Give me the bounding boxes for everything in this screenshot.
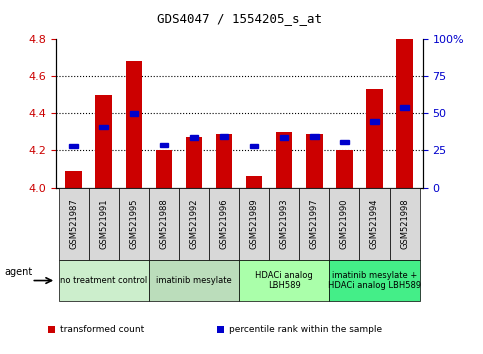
Text: GSM521995: GSM521995	[129, 199, 138, 249]
Bar	[185, 137, 202, 188]
Text: GSM521996: GSM521996	[220, 199, 228, 249]
Text: GSM521994: GSM521994	[370, 199, 379, 249]
Bar	[220, 134, 228, 139]
Text: GSM521991: GSM521991	[99, 199, 108, 249]
Text: GSM521997: GSM521997	[310, 199, 319, 249]
Bar	[366, 89, 383, 188]
Bar	[190, 135, 198, 140]
Text: imatinib mesylate: imatinib mesylate	[156, 276, 232, 285]
Text: GSM521987: GSM521987	[69, 199, 78, 249]
Bar	[400, 105, 409, 110]
Text: GSM521990: GSM521990	[340, 199, 349, 249]
Bar	[340, 140, 349, 144]
Text: GSM521993: GSM521993	[280, 199, 289, 249]
Bar	[99, 125, 108, 130]
Bar	[310, 134, 318, 139]
Bar	[160, 143, 168, 147]
Bar	[250, 144, 258, 148]
Text: GDS4047 / 1554205_s_at: GDS4047 / 1554205_s_at	[156, 12, 322, 25]
Bar	[370, 119, 379, 124]
Bar	[216, 134, 232, 188]
Text: GSM521998: GSM521998	[400, 199, 409, 249]
Bar	[280, 135, 288, 140]
Text: HDACi analog
LBH589: HDACi analog LBH589	[256, 271, 313, 290]
Bar	[129, 111, 138, 115]
Text: GSM521992: GSM521992	[189, 199, 199, 249]
Bar	[65, 171, 82, 188]
Text: GSM521989: GSM521989	[250, 199, 258, 249]
Bar	[246, 177, 262, 188]
Bar	[306, 134, 323, 188]
Text: GSM521988: GSM521988	[159, 199, 169, 249]
Bar	[96, 95, 112, 188]
Bar	[336, 150, 353, 188]
Text: agent: agent	[5, 267, 33, 277]
Text: no treatment control: no treatment control	[60, 276, 147, 285]
Bar	[126, 61, 142, 188]
Bar	[70, 144, 78, 148]
Text: transformed count: transformed count	[60, 325, 144, 334]
Bar	[396, 39, 413, 188]
Bar	[276, 132, 293, 188]
Text: percentile rank within the sample: percentile rank within the sample	[229, 325, 383, 334]
Text: imatinib mesylate +
HDACi analog LBH589: imatinib mesylate + HDACi analog LBH589	[328, 271, 421, 290]
Bar	[156, 150, 172, 188]
